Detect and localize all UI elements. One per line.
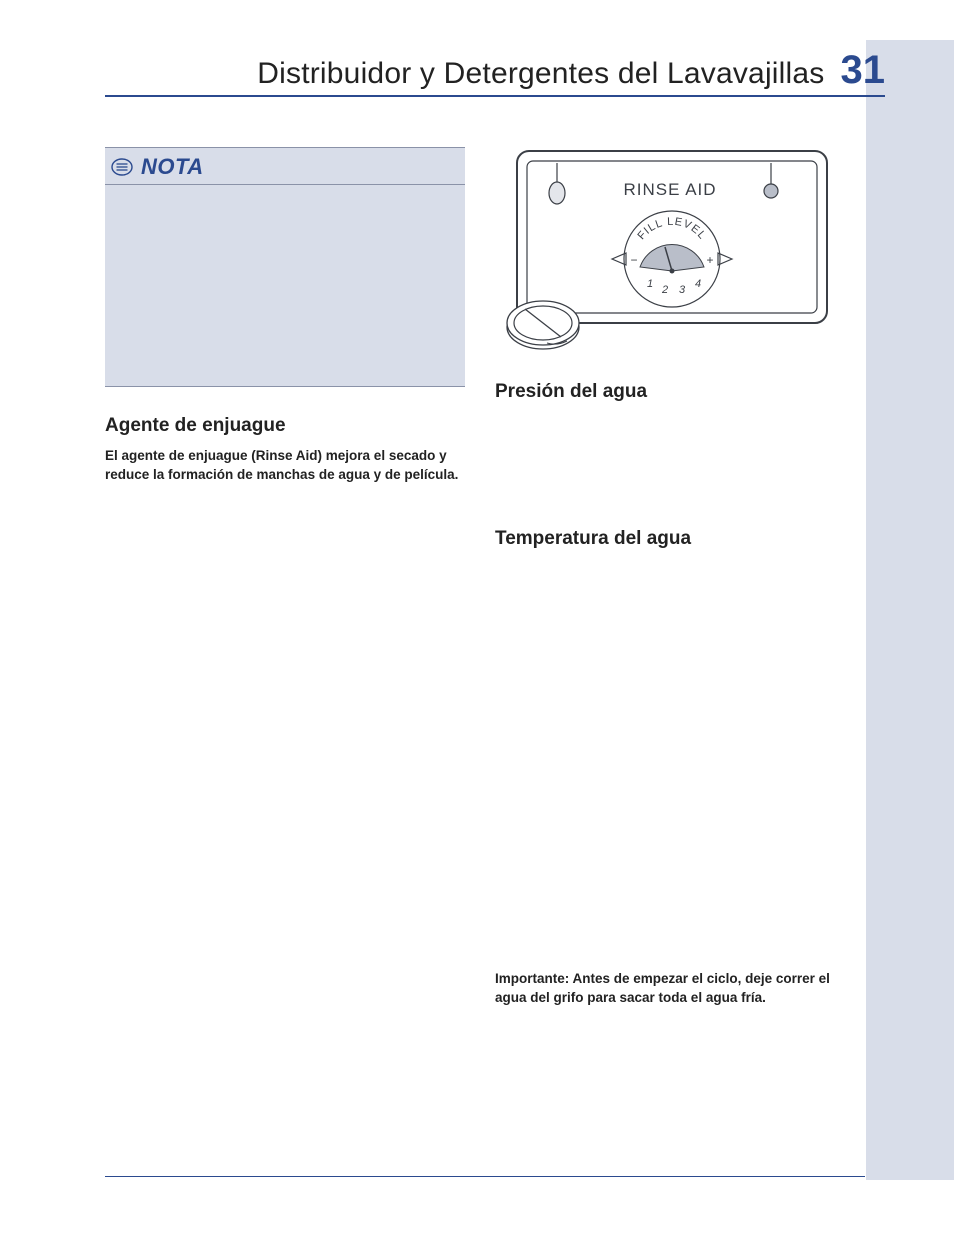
nota-panel: NOTA <box>105 147 465 387</box>
left-column: NOTA Agente de enjuague El agente de enj… <box>105 147 465 1007</box>
water-temp-section: Temperatura del agua <box>495 528 855 550</box>
bottom-rule <box>105 1176 865 1177</box>
svg-text:3: 3 <box>679 284 686 296</box>
nota-label: NOTA <box>141 154 204 180</box>
note-icon <box>111 158 133 176</box>
page-title: Distribuidor y Detergentes del Lavavajil… <box>105 57 841 91</box>
rinse-agent-body: El agente de enjuague (Rinse Aid) mejora… <box>105 447 465 484</box>
svg-text:−: − <box>630 253 637 267</box>
page-content: Distribuidor y Detergentes del Lavavajil… <box>0 0 954 1007</box>
svg-text:4: 4 <box>695 278 701 290</box>
rinse-aid-label: RINSE AID <box>623 180 716 199</box>
svg-text:2: 2 <box>661 284 668 296</box>
importante-text: Importante: Antes de empezar el ciclo, d… <box>495 970 855 1007</box>
page-number: 31 <box>841 50 886 90</box>
svg-text:1: 1 <box>647 278 653 290</box>
two-column-layout: NOTA Agente de enjuague El agente de enj… <box>105 147 865 1007</box>
water-temp-heading: Temperatura del agua <box>495 528 855 550</box>
nota-header: NOTA <box>105 148 465 185</box>
svg-text:+: + <box>706 253 713 267</box>
water-pressure-heading: Presión del agua <box>495 381 855 403</box>
page-header: Distribuidor y Detergentes del Lavavajil… <box>105 50 885 97</box>
importante-block: Importante: Antes de empezar el ciclo, d… <box>495 970 855 1007</box>
rinse-aid-diagram: RINSE AID FILL LEVEL <box>495 147 845 357</box>
rinse-agent-heading: Agente de enjuague <box>105 415 465 437</box>
right-column: RINSE AID FILL LEVEL <box>495 147 855 1007</box>
